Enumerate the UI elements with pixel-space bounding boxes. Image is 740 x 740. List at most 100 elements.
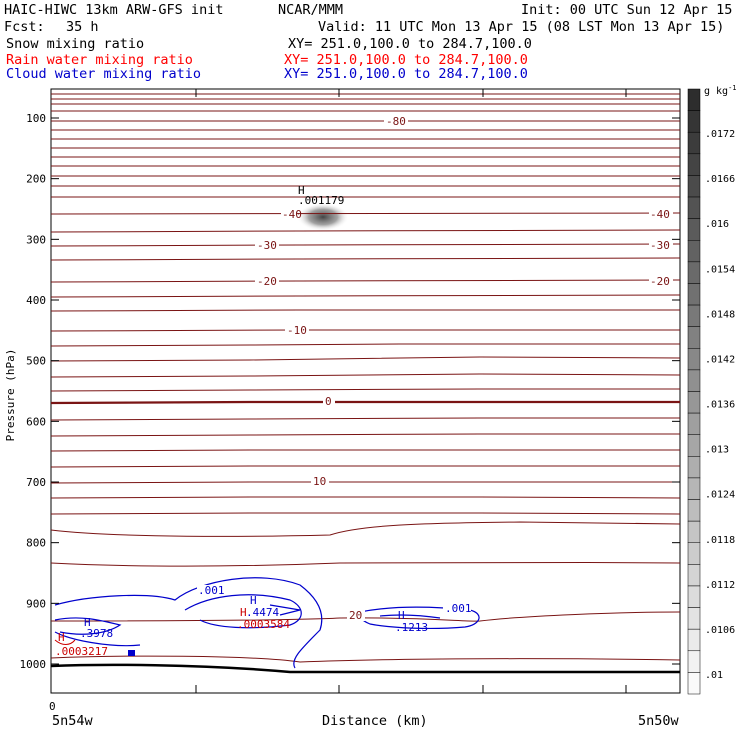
y-axis-title: Pressure (hPa) xyxy=(4,349,17,442)
rain-water-max: .0003217 xyxy=(55,645,108,658)
temp-label: 20 xyxy=(349,609,362,622)
plot-frame xyxy=(50,88,681,694)
temp-label: -30 xyxy=(650,239,670,252)
label-bg xyxy=(347,610,365,621)
colorbar-swatch xyxy=(687,520,701,544)
cloud-water-labels: .001 .001 H .3978 H .1213 H .4474 xyxy=(80,584,472,640)
y-tick-label: 300 xyxy=(26,233,46,246)
colorbar-swatch xyxy=(687,196,701,219)
header-title: HAIC-HIWC 13km ARW-GFS init xyxy=(4,2,223,18)
colorbar-swatch xyxy=(687,564,701,587)
label-bg xyxy=(311,476,329,487)
cloud-water-dot xyxy=(128,650,135,656)
temp-contour xyxy=(50,417,680,421)
temp-contour xyxy=(50,294,681,298)
colorbar-tick-label: .0154 xyxy=(705,264,735,275)
temp-contour xyxy=(50,655,681,663)
temp-contour xyxy=(50,279,681,283)
cloud-water-h: H xyxy=(250,594,257,607)
colorbar-swatch xyxy=(687,326,701,349)
colorbar-tick-label: .01 xyxy=(705,670,723,681)
colorbar: g kg-1 .0172 .0166 .016 .0154 .0148 .0142 .013… xyxy=(687,84,737,695)
y-tick-label: 700 xyxy=(26,476,46,489)
rain-water-labels: H H .0003217 .0003584 xyxy=(55,606,290,658)
temp-contour xyxy=(50,496,681,499)
colorbar-swatch xyxy=(687,175,701,198)
x-end-label: 5n50w xyxy=(638,713,680,729)
temp-contour xyxy=(50,388,680,392)
colorbar-swatch xyxy=(687,434,701,457)
temp-label: -40 xyxy=(282,208,302,221)
rain-water-max: .0003584 xyxy=(237,618,290,631)
temp-label: 10 xyxy=(313,475,326,488)
colorbar-tick-label: .016 xyxy=(705,219,729,230)
field-xy-rain: XY= 251.0,100.0 to 284.7,100.0 xyxy=(284,52,528,68)
cloud-water-max: .3978 xyxy=(80,627,113,640)
cloud-water-contour xyxy=(54,617,122,635)
colorbar-swatch xyxy=(687,477,701,500)
colorbar-swatch xyxy=(687,672,701,695)
colorbar-swatches xyxy=(687,88,701,695)
colorbar-swatch xyxy=(687,218,701,241)
colorbar-swatch xyxy=(687,628,701,652)
colorbar-tick-label: .0124 xyxy=(705,490,735,501)
field-xy-cloud-water: XY= 251.0,100.0 to 284.7,100.0 xyxy=(284,66,528,82)
cloud-water-contour xyxy=(358,606,480,630)
label-bg xyxy=(255,240,279,251)
colorbar-tick-label: .0106 xyxy=(705,625,735,636)
label-bg xyxy=(255,276,279,287)
temp-label: -20 xyxy=(257,275,277,288)
temp-contour xyxy=(50,257,681,261)
cloud-water-contours xyxy=(54,577,480,669)
temp-contour xyxy=(50,212,681,215)
temp-contour xyxy=(50,229,681,233)
colorbar-tick-label: .0148 xyxy=(705,309,735,320)
colorbar-tick-label: .0142 xyxy=(705,354,735,365)
x-zero-label: 0 xyxy=(49,700,56,713)
cloud-water-label: .001 xyxy=(445,602,472,615)
field-xy-snow: XY= 251.0,100.0 to 284.7,100.0 xyxy=(288,36,532,52)
x-axis-title: Distance (km) xyxy=(322,713,428,729)
colorbar-unit-sup: -1 xyxy=(728,84,736,92)
colorbar-tick-label: .0172 xyxy=(705,129,735,140)
field-name-rain: Rain water mixing ratio xyxy=(6,52,193,68)
cloud-water-contour xyxy=(379,614,441,619)
temp-contour xyxy=(50,243,681,247)
cloud-water-contour xyxy=(54,577,323,669)
cloud-water-max: .4474 xyxy=(246,606,279,619)
temperature-contours xyxy=(50,93,681,663)
temp-label: 0 xyxy=(325,395,332,408)
fcst-label: Fcst: xyxy=(4,19,45,35)
y-tick-label: 800 xyxy=(26,537,46,550)
colorbar-tick-label: .0112 xyxy=(705,580,735,591)
terrain-line xyxy=(50,663,680,674)
y-tick-label: 900 xyxy=(26,597,46,610)
rain-water-h: H xyxy=(240,606,247,619)
colorbar-tick-label: .0118 xyxy=(705,535,735,546)
temp-contour xyxy=(50,449,680,452)
label-bg xyxy=(649,209,673,220)
colorbar-swatch xyxy=(687,261,701,284)
temp-label: -20 xyxy=(650,275,670,288)
temp-contour xyxy=(50,465,680,468)
temp-contour xyxy=(50,433,680,437)
header-center: NCAR/MMM xyxy=(278,2,343,18)
y-tick-label: 500 xyxy=(26,355,46,368)
fcst-value: 35 h xyxy=(66,19,99,35)
snow-max-shading xyxy=(297,203,349,231)
field-name-cloud-water: Cloud water mixing ratio xyxy=(6,66,201,82)
colorbar-unit-text: g kg xyxy=(704,86,728,97)
y-tick-label: 100 xyxy=(26,112,46,125)
temp-label: -10 xyxy=(287,324,307,337)
label-bg xyxy=(649,240,673,251)
colorbar-swatch xyxy=(687,348,701,371)
colorbar-swatch xyxy=(687,369,701,392)
y-tick-label: 1000 xyxy=(20,658,47,671)
rain-water-contour xyxy=(54,639,76,645)
rain-water-h: H xyxy=(58,631,65,644)
temp-contour xyxy=(50,373,681,378)
colorbar-swatch xyxy=(687,412,701,435)
cloud-water-max: .1213 xyxy=(395,621,428,634)
cloud-water-contour xyxy=(184,594,302,629)
